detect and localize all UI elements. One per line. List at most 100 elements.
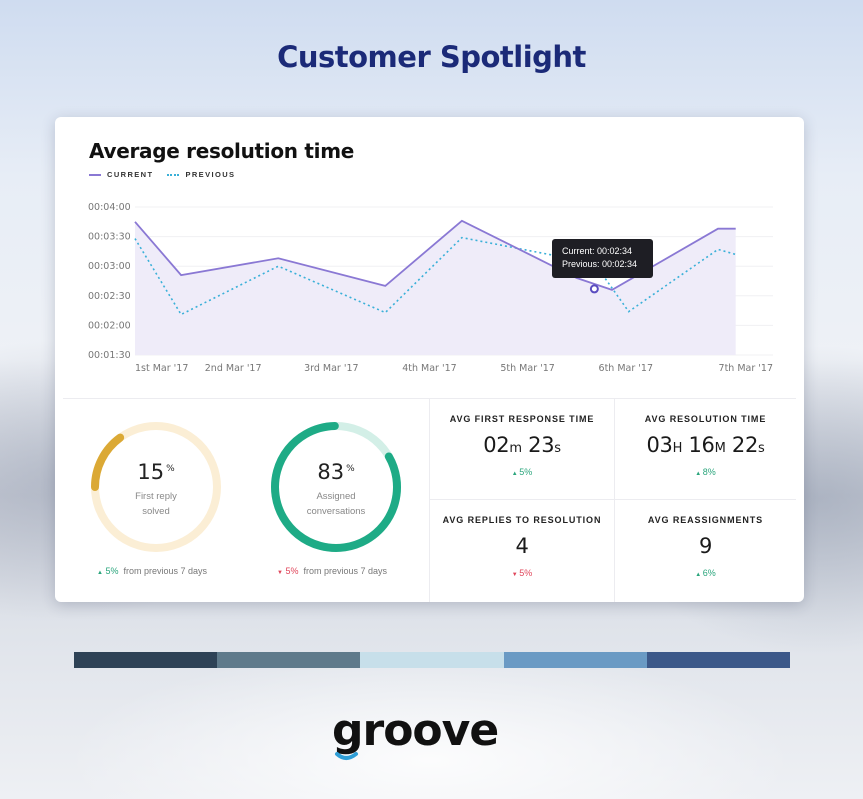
ring-number: 15 <box>137 460 165 484</box>
ring-number: 83 <box>317 460 345 484</box>
ring-caption-line: conversations <box>306 506 366 517</box>
stat-unit: s <box>758 441 765 456</box>
change-percent: 5% <box>285 566 299 576</box>
logo-wordmark: groove <box>332 705 498 756</box>
line-chart[interactable]: 00:04:00 00:03:30 00:03:00 00:02:30 00:02:00… <box>55 117 804 392</box>
stat-number: 9 <box>698 534 713 558</box>
triangle-up-icon: ▲ <box>695 572 703 578</box>
chart-legend: CURRENT PREVIOUS <box>89 170 235 179</box>
first-reply-ring <box>91 422 221 552</box>
legend-label-current: CURRENT <box>107 170 154 179</box>
stat-number: 03 <box>646 433 673 457</box>
color-swatch <box>74 652 218 668</box>
ring-progress <box>271 422 401 552</box>
ring-caption-line: Assigned <box>316 491 356 502</box>
stat-label: AVG RESOLUTION TIME <box>644 414 767 424</box>
x-tick-label: 7th Mar '17 <box>719 363 773 374</box>
page-title: Customer Spotlight <box>277 40 586 74</box>
stat-value: 9 <box>615 534 796 558</box>
stat-change: ▲ 6% <box>615 568 796 578</box>
x-tick-label: 4th Mar '17 <box>402 363 456 374</box>
color-swatch <box>217 652 361 668</box>
assigned-conversations-change: ▼ 5% from previous 7 days <box>277 566 387 576</box>
stat-avg-resolution-time: AVG RESOLUTION TIME 03H 16M 22s ▲ 8% <box>615 414 796 477</box>
stat-change: ▲ 8% <box>615 467 796 477</box>
ring-caption-line: solved <box>142 506 170 517</box>
stat-value: 03H 16M 22s <box>615 433 796 457</box>
highlight-point <box>589 284 599 294</box>
legend-current[interactable]: CURRENT <box>89 170 153 179</box>
column-divider <box>614 398 615 602</box>
y-tick-label: 00:01:30 <box>88 350 131 361</box>
first-reply-value: 15% <box>91 460 221 484</box>
stat-unit: H <box>672 441 683 456</box>
triangle-down-icon: ▼ <box>511 572 520 578</box>
stat-label: AVG REASSIGNMENTS <box>647 515 764 525</box>
stat-number: 4 <box>515 534 529 558</box>
color-palette-bar <box>74 652 791 668</box>
color-swatch <box>646 652 791 668</box>
stat-value: 02m 23s <box>430 433 614 457</box>
x-tick-label: 1st Mar '17 <box>135 363 188 374</box>
x-tick-label: 6th Mar '17 <box>599 363 653 374</box>
change-percent: 5% <box>519 467 533 477</box>
assigned-conversations-caption: Assigned conversations <box>271 489 401 519</box>
assigned-conversations-value: 83% <box>271 460 401 484</box>
change-percent: 8% <box>702 467 716 477</box>
ring-caption-line: First reply <box>135 491 177 502</box>
change-percent: 5% <box>519 568 533 578</box>
triangle-up-icon: ▲ <box>97 570 103 576</box>
stat-unit: M <box>714 441 726 456</box>
x-tick-label: 5th Mar '17 <box>500 363 554 374</box>
legend-previous[interactable]: PREVIOUS <box>167 170 235 179</box>
stat-unit: m <box>509 441 522 456</box>
groove-logo: groove <box>332 705 499 760</box>
change-suffix: from previous 7 days <box>123 566 208 576</box>
stat-change: ▲ 5% <box>430 467 614 477</box>
column-divider <box>429 398 430 602</box>
logo-smile-icon <box>335 752 358 760</box>
y-tick-label: 00:02:30 <box>88 291 131 302</box>
stat-number: 22 <box>731 433 759 457</box>
triangle-down-icon: ▼ <box>277 570 283 576</box>
x-tick-label: 2nd Mar '17 <box>205 363 262 374</box>
stat-avg-replies-to-resolution: AVG REPLIES TO RESOLUTION 4 ▼ 5% <box>430 515 614 578</box>
row-divider <box>429 499 796 500</box>
stat-label: AVG FIRST RESPONSE TIME <box>449 414 595 424</box>
stat-number: 02 <box>483 433 510 457</box>
chart-tooltip: Current: 00:02:34 Previous: 00:02:34 <box>552 239 653 278</box>
triangle-up-icon: ▲ <box>695 471 703 477</box>
y-tick-label: 00:03:00 <box>88 261 131 272</box>
change-percent: 5% <box>105 566 119 576</box>
x-tick-label: 3rd Mar '17 <box>304 363 358 374</box>
ring-progress <box>91 422 221 552</box>
stat-avg-first-response-time: AVG FIRST RESPONSE TIME 02m 23s ▲ 5% <box>430 414 614 477</box>
change-percent: 6% <box>702 568 716 578</box>
stat-number: 16 <box>688 433 715 457</box>
legend-label-previous: PREVIOUS <box>185 170 236 179</box>
stat-number: 23 <box>528 433 555 457</box>
dashboard-card: Average resolution time CURRENT PREVIOUS… <box>55 117 804 602</box>
ring-unit: % <box>346 464 355 474</box>
current-series-line <box>134 219 736 291</box>
assigned-conversations-ring <box>271 422 401 552</box>
y-tick-label: 00:02:00 <box>88 320 131 331</box>
legend-swatch-previous <box>167 173 180 176</box>
y-tick-label: 00:04:00 <box>88 202 131 213</box>
ring-unit: % <box>166 464 175 474</box>
current-area <box>135 220 736 355</box>
stat-avg-reassignments: AVG REASSIGNMENTS 9 ▲ 6% <box>615 515 796 578</box>
chart-title: Average resolution time <box>89 139 355 163</box>
legend-swatch-current <box>89 173 101 176</box>
color-swatch <box>360 652 504 668</box>
first-reply-change: ▲ 5% from previous 7 days <box>97 566 207 576</box>
stat-value: 4 <box>430 534 614 558</box>
y-tick-label: 00:03:30 <box>88 232 131 243</box>
first-reply-caption: First reply solved <box>91 489 221 519</box>
change-suffix: from previous 7 days <box>303 566 388 576</box>
triangle-up-icon: ▲ <box>511 471 520 477</box>
stat-label: AVG REPLIES TO RESOLUTION <box>442 515 602 525</box>
tooltip-current: Current: 00:02:34 <box>562 246 633 256</box>
previous-series-line <box>134 236 736 316</box>
stat-change: ▼ 5% <box>430 568 614 578</box>
